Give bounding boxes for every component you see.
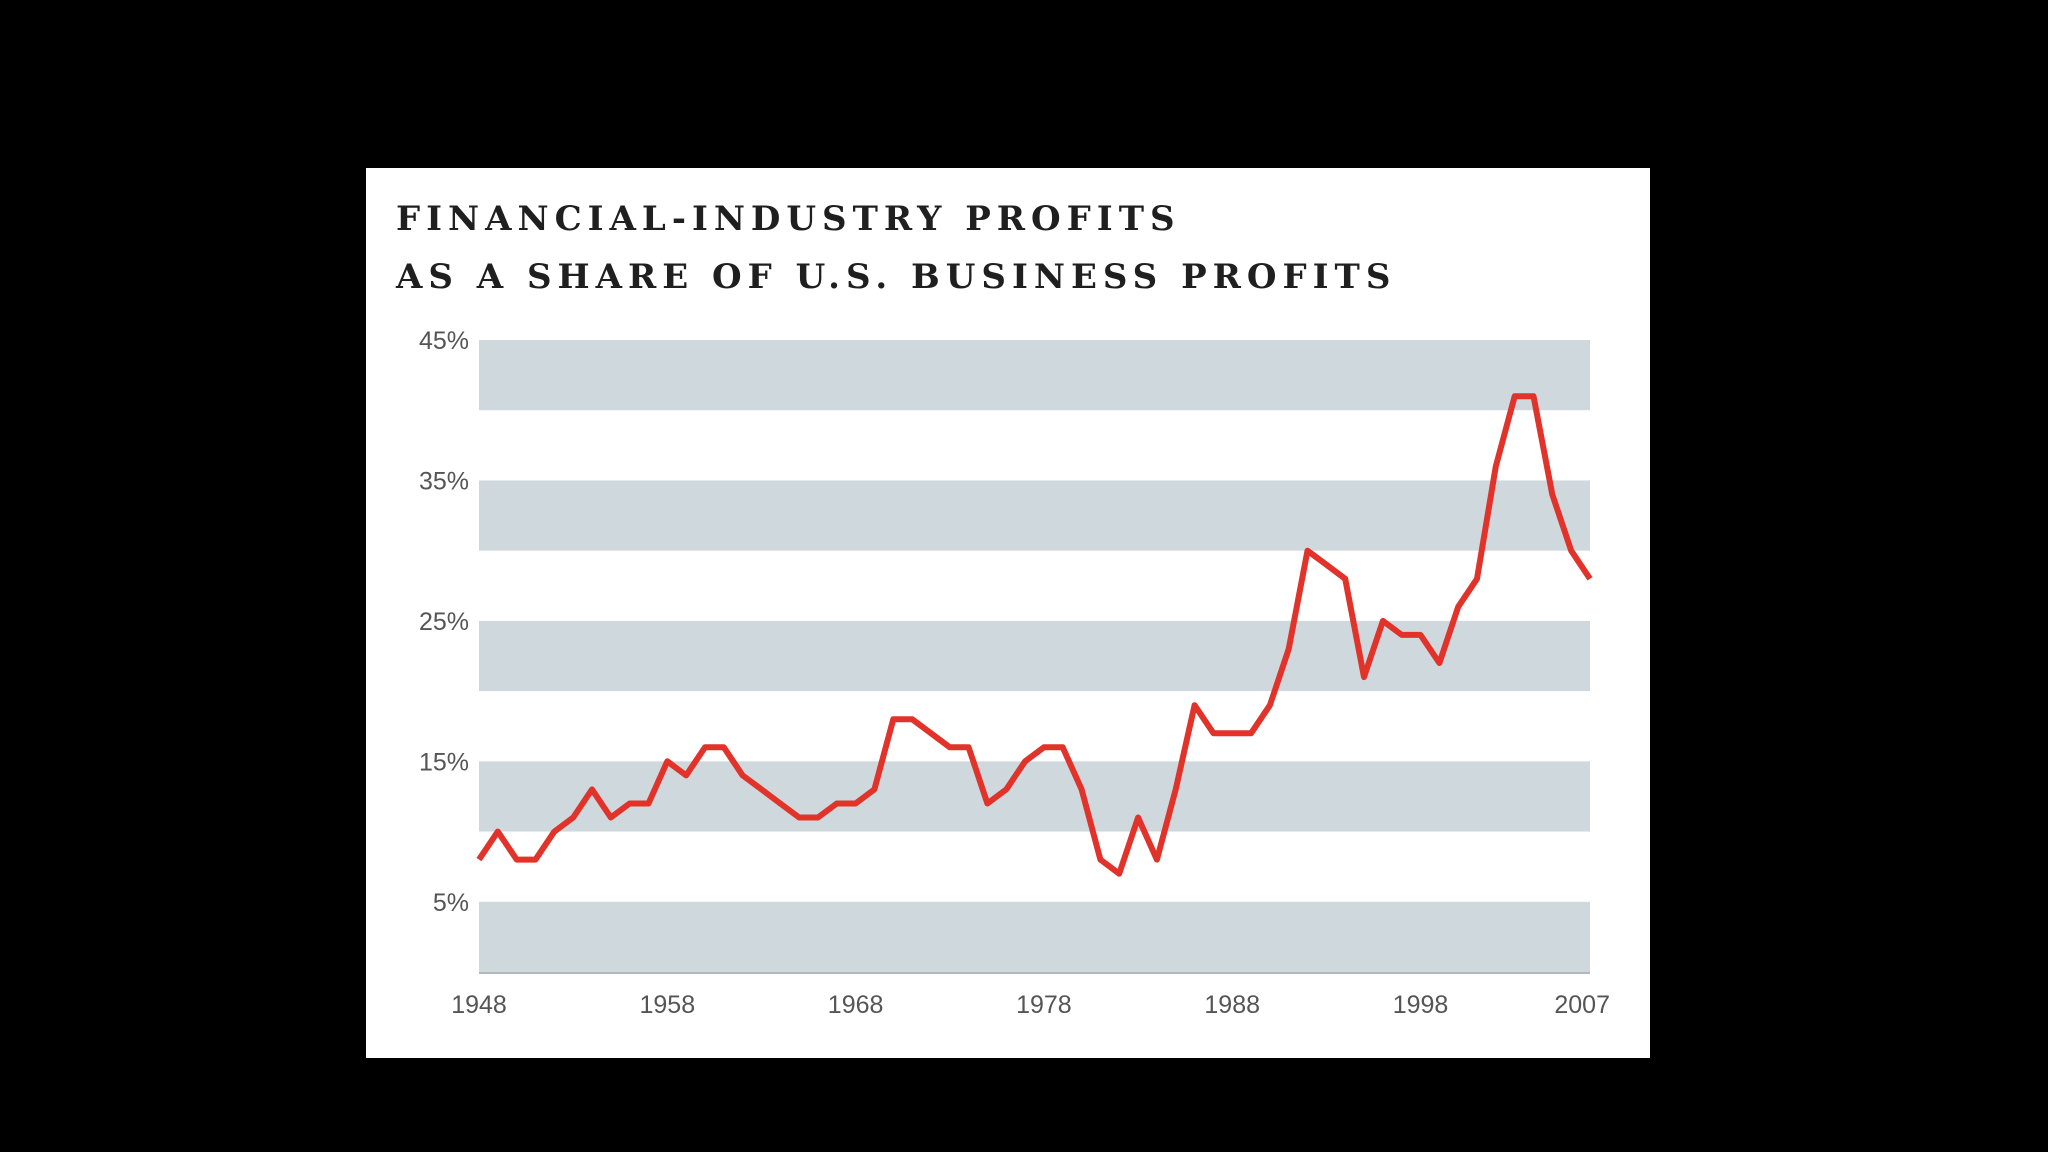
x-tick-label: 1978 [1016, 991, 1072, 1019]
data-point [1512, 393, 1518, 399]
data-point [1135, 815, 1141, 821]
x-tick-label: 1968 [828, 991, 884, 1019]
data-point [1568, 548, 1574, 554]
x-tick-label: 2007 [1554, 991, 1610, 1019]
data-point [1323, 562, 1329, 568]
data-point [1286, 646, 1292, 652]
chart-title-line-2: AS A SHARE OF U.S. BUSINESS PROFITS [396, 257, 1397, 297]
data-point [1116, 871, 1122, 877]
data-point [1305, 548, 1311, 554]
data-point [966, 744, 972, 750]
data-point [476, 857, 482, 863]
data-point [947, 744, 953, 750]
data-point [1267, 702, 1273, 708]
x-tick-label: 1988 [1204, 991, 1260, 1019]
x-tick-label: 1998 [1393, 991, 1449, 1019]
data-point [909, 716, 915, 722]
data-point [1229, 730, 1235, 736]
data-point [1549, 491, 1555, 497]
data-point [608, 815, 614, 821]
data-point [514, 857, 520, 863]
data-point [740, 772, 746, 778]
data-point [664, 758, 670, 764]
data-point [1154, 857, 1160, 863]
chart-title: FINANCIAL-INDUSTRY PROFITS AS A SHARE OF… [396, 190, 1396, 306]
data-point [1003, 786, 1009, 792]
data-point [796, 815, 802, 821]
data-point [1173, 786, 1179, 792]
y-tick-label: 5% [433, 889, 469, 917]
y-tick-label: 25% [419, 608, 469, 636]
data-point [1192, 702, 1198, 708]
data-point [1418, 632, 1424, 638]
data-point [1474, 576, 1480, 582]
grid-band-3 [479, 480, 1590, 551]
y-tick-label: 45% [419, 327, 469, 355]
chart-panel: FINANCIAL-INDUSTRY PROFITS AS A SHARE OF… [366, 168, 1650, 1058]
data-point [1436, 660, 1442, 666]
data-point [758, 786, 764, 792]
data-point [928, 730, 934, 736]
data-point [871, 786, 877, 792]
data-point [1587, 576, 1593, 582]
data-point [1060, 744, 1066, 750]
data-point [890, 716, 896, 722]
line-chart: 5% 15% 25% 35% 45% 1948 1958 1968 1978 1988 1998 20… [419, 327, 1610, 1019]
data-point [1493, 463, 1499, 469]
data-point [1248, 730, 1254, 736]
data-point [589, 786, 595, 792]
data-point [1022, 758, 1028, 764]
data-point [1097, 857, 1103, 863]
data-point [1455, 604, 1461, 610]
series-line [476, 393, 1593, 877]
grid-band-0 [479, 901, 1590, 972]
data-point [853, 800, 859, 806]
data-point [834, 800, 840, 806]
data-point [532, 857, 538, 863]
data-point [495, 829, 501, 835]
data-point [683, 772, 689, 778]
grid-band-2 [479, 620, 1590, 692]
data-point [1361, 674, 1367, 680]
data-point [1380, 618, 1386, 624]
data-point [645, 800, 651, 806]
data-point [1399, 632, 1405, 638]
x-tick-label: 1948 [451, 991, 507, 1019]
data-point [702, 744, 708, 750]
data-point [777, 800, 783, 806]
data-point [1041, 744, 1047, 750]
x-tick-label: 1958 [639, 991, 695, 1019]
data-point [570, 815, 576, 821]
data-point [627, 800, 633, 806]
data-point [1342, 576, 1348, 582]
data-point [721, 744, 727, 750]
chart-title-line-1: FINANCIAL-INDUSTRY PROFITS [396, 199, 1181, 239]
y-tick-label: 15% [419, 748, 469, 776]
y-tick-label: 35% [419, 467, 469, 495]
data-point [551, 829, 557, 835]
grid-band-4 [479, 340, 1590, 411]
data-point [984, 800, 990, 806]
data-point [815, 815, 821, 821]
data-point [1210, 730, 1216, 736]
data-point [1079, 786, 1085, 792]
data-point [1531, 393, 1537, 399]
grid-band-1 [479, 761, 1590, 832]
